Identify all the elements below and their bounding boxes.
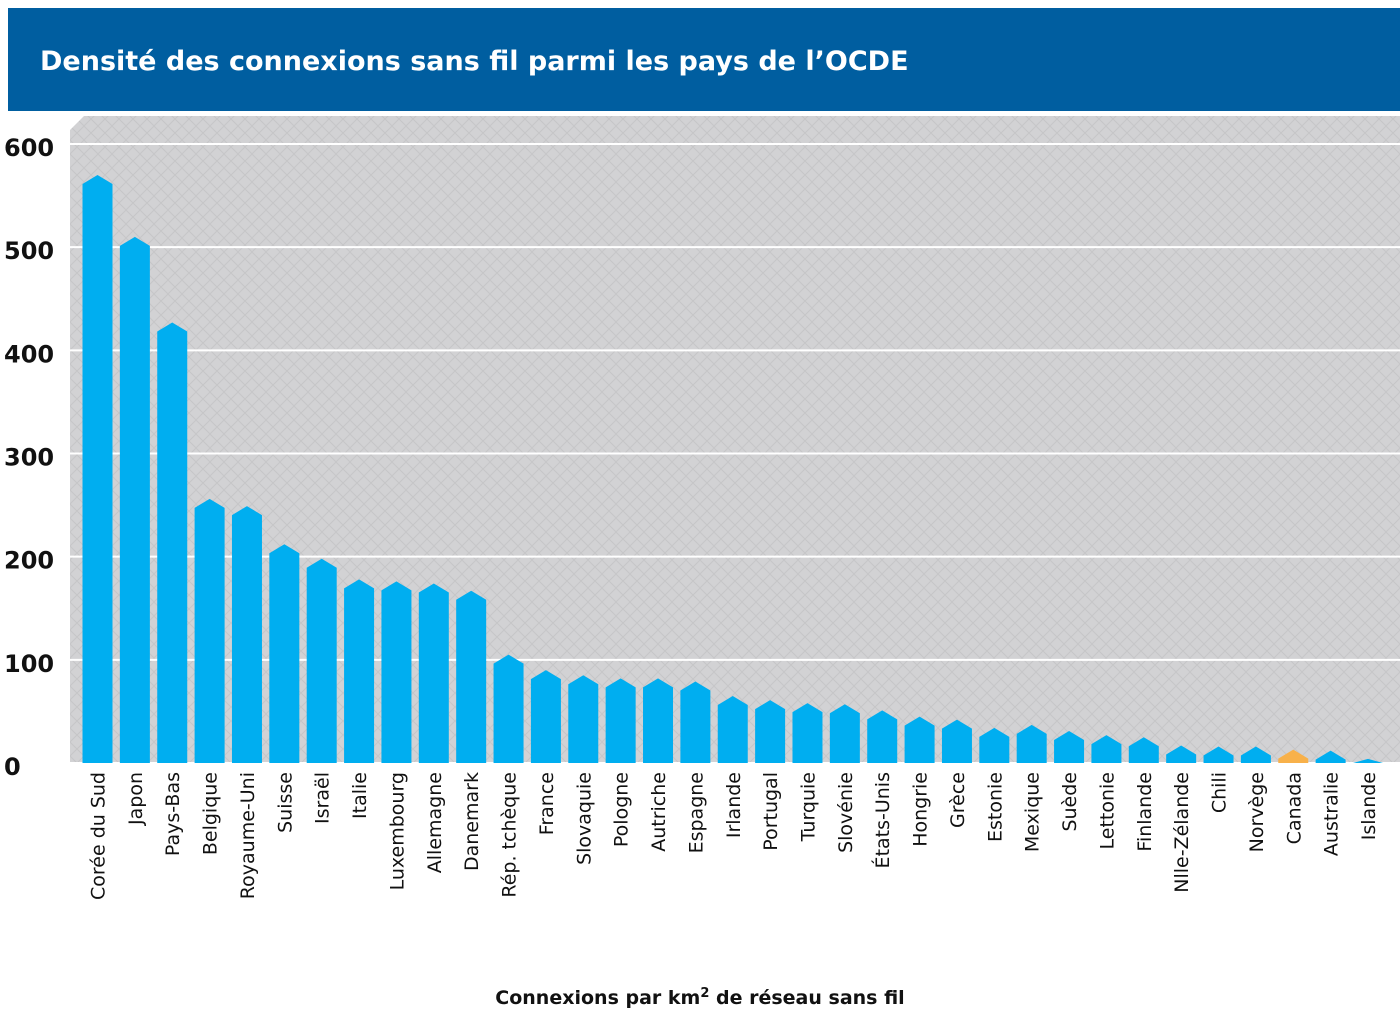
chart-header: Densité des connexions sans fil parmi le… <box>8 8 1400 111</box>
bar-islande <box>1353 758 1383 763</box>
x-axis-label-superscript: 2 <box>700 986 710 1001</box>
x-tick-label-norvege: Norvège <box>1246 772 1268 852</box>
bar-norvege <box>1240 746 1271 763</box>
x-tick-label-lettonie: Lettonie <box>1096 772 1118 849</box>
x-axis-label-text-end: de réseau sans fil <box>709 987 905 1009</box>
bar-danemark <box>456 590 487 763</box>
bar-chili <box>1203 746 1234 763</box>
bar-etats-unis <box>867 710 898 763</box>
bar-france <box>530 670 561 763</box>
bar-autriche <box>643 678 674 763</box>
x-tick-label-mexique: Mexique <box>1022 772 1044 852</box>
bar-coree-du-sud <box>82 174 113 763</box>
x-tick-label-turquie: Turquie <box>797 772 819 842</box>
x-tick-label-chili: Chili <box>1209 772 1231 813</box>
bar-estonie <box>979 727 1010 763</box>
x-tick-label-pologne: Pologne <box>611 772 633 847</box>
y-tick-label-600: 600 <box>4 134 54 162</box>
x-tick-label-estonie: Estonie <box>984 772 1006 842</box>
bar-chart: 0 100 200 300 400 500 600 Corée du Sud Japon Pay… <box>4 116 1400 900</box>
x-axis-label: Connexions par km2 de réseau sans fil <box>0 986 1400 1009</box>
x-tick-label-slovenie: Slovénie <box>835 772 857 853</box>
x-tick-label-slovaquie: Slovaquie <box>573 772 595 865</box>
x-tick-label-portugal: Portugal <box>760 772 782 851</box>
y-tick-label-200: 200 <box>4 547 54 575</box>
bar-pologne <box>605 678 636 763</box>
x-tick-label-espagne: Espagne <box>685 772 707 853</box>
x-tick-label-allemagne: Allemagne <box>424 772 446 873</box>
bar-hongrie <box>904 716 935 763</box>
bar-nlle-zelande <box>1166 745 1197 763</box>
x-tick-label-irlande: Irlande <box>723 772 745 838</box>
bar-lettonie <box>1091 735 1122 763</box>
bar-italie <box>344 579 375 763</box>
x-tick-label-islande: Islande <box>1358 772 1380 840</box>
bar-suede <box>1054 731 1085 763</box>
x-tick-label-rep-tcheque: Rép. tchèque <box>499 772 521 898</box>
x-tick-label-belgique: Belgique <box>200 772 222 855</box>
x-tick-label-hongrie: Hongrie <box>910 772 932 847</box>
x-tick-label-etats-unis: États-Unis <box>871 772 894 868</box>
x-tick-label-finlande: Finlande <box>1134 772 1156 852</box>
bar-japon <box>119 236 150 764</box>
x-axis-ticks: Corée du Sud Japon Pays-Bas Belgique Royaume… <box>88 772 1381 900</box>
bar-mexique <box>1016 724 1047 763</box>
y-tick-label-400: 400 <box>4 340 54 368</box>
x-tick-label-coree-du-sud: Corée du Sud <box>88 772 110 900</box>
bar-belgique <box>194 498 225 763</box>
bar-canada <box>1278 749 1309 763</box>
y-tick-label-0: 0 <box>4 753 21 781</box>
x-tick-label-suede: Suède <box>1059 772 1081 832</box>
x-axis-label-text: Connexions par km <box>495 987 701 1009</box>
bar-australie <box>1315 750 1346 763</box>
x-tick-label-france: France <box>536 772 558 835</box>
x-tick-label-luxembourg: Luxembourg <box>386 772 408 890</box>
x-tick-label-grece: Grèce <box>947 772 969 828</box>
bar-slovenie <box>829 704 860 763</box>
y-tick-label-500: 500 <box>4 237 54 265</box>
x-tick-label-suisse: Suisse <box>274 772 296 833</box>
bar-grece <box>941 719 972 763</box>
y-axis-ticks: 0 100 200 300 400 500 600 <box>4 134 54 781</box>
x-tick-label-japon: Japon <box>125 772 147 826</box>
bar-royaume-uni <box>231 506 262 763</box>
x-tick-label-pays-bas: Pays-Bas <box>162 772 184 856</box>
bar-luxembourg <box>381 581 412 763</box>
x-tick-label-autriche: Autriche <box>648 772 670 852</box>
chart-title: Densité des connexions sans fil parmi le… <box>40 46 909 77</box>
bar-rep-tcheque <box>493 654 524 763</box>
bar-israel <box>306 558 337 763</box>
bar-slovaquie <box>568 675 599 763</box>
bar-irlande <box>717 695 748 763</box>
bar-allemagne <box>418 583 449 763</box>
x-tick-label-nlle-zelande: Nlle-Zélande <box>1171 772 1193 893</box>
bar-espagne <box>680 681 711 763</box>
bar-pays-bas <box>157 322 188 763</box>
x-tick-label-danemark: Danemark <box>461 772 483 871</box>
bars <box>82 174 1383 764</box>
bar-suisse <box>269 544 300 763</box>
x-tick-label-israel: Israël <box>312 772 334 824</box>
x-tick-label-canada: Canada <box>1283 772 1305 844</box>
x-tick-label-royaume-uni: Royaume-Uni <box>237 772 259 899</box>
y-tick-label-300: 300 <box>4 444 54 472</box>
x-tick-label-italie: Italie <box>349 772 371 819</box>
bar-turquie <box>792 703 823 763</box>
y-tick-label-100: 100 <box>4 650 54 678</box>
bar-portugal <box>755 700 786 763</box>
bar-finlande <box>1128 737 1159 763</box>
x-tick-label-australie: Australie <box>1321 772 1343 856</box>
